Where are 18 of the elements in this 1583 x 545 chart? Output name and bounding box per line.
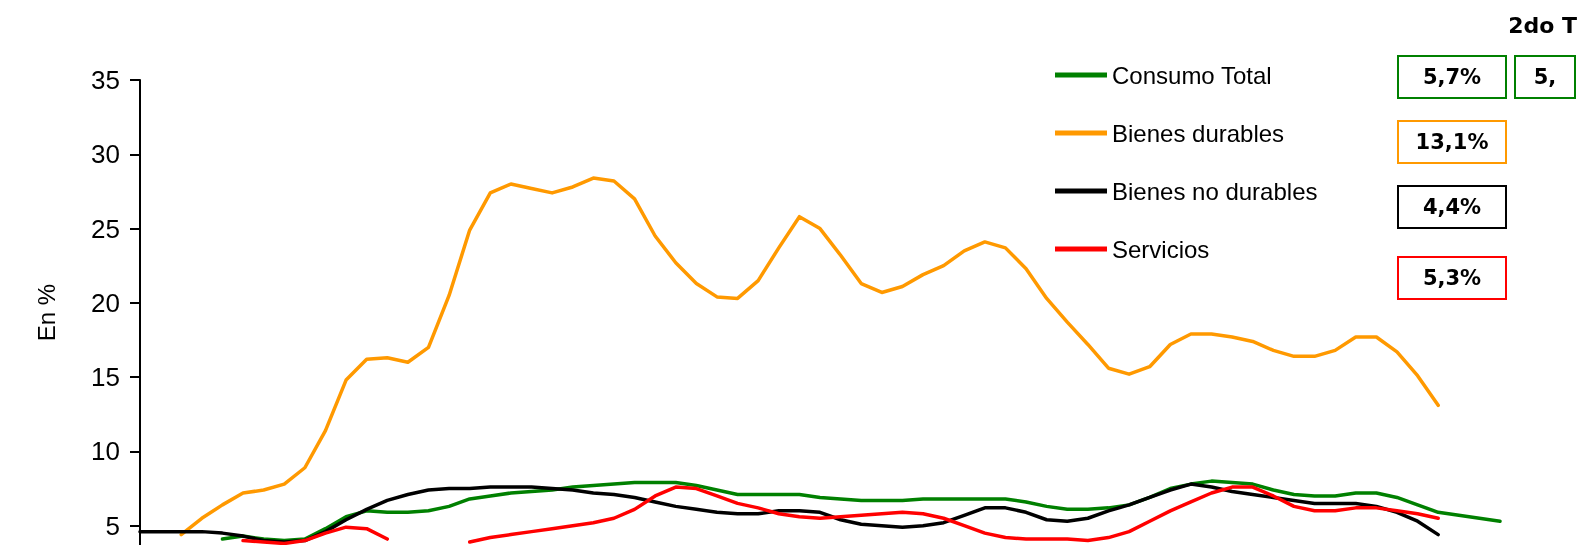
annotation: 5,3% <box>1422 266 1482 290</box>
annotation: 13,1% <box>1415 130 1489 154</box>
y-tick-label: 25 <box>91 213 120 244</box>
text: 2do T <box>1508 12 1578 38</box>
y-tick-label: 10 <box>91 436 120 467</box>
annotation: 4,4% <box>1422 195 1482 219</box>
y-tick-label: 5 <box>105 510 120 541</box>
y-tick-label: 30 <box>91 139 120 170</box>
y-tick-label: 20 <box>91 287 120 318</box>
y-tick-label: 15 <box>91 362 120 393</box>
text: 5, <box>1533 65 1557 89</box>
legend-label: Consumo Total <box>1112 61 1272 89</box>
legend-label: Servicios <box>1112 235 1210 263</box>
y-tick-label: 35 <box>91 65 120 95</box>
legend-label: Bienes durables <box>1112 119 1285 147</box>
legend-label: Bienes no durables <box>1112 177 1318 205</box>
y-axis-title: En % <box>32 283 60 342</box>
annotation: 5,7% <box>1422 65 1482 89</box>
